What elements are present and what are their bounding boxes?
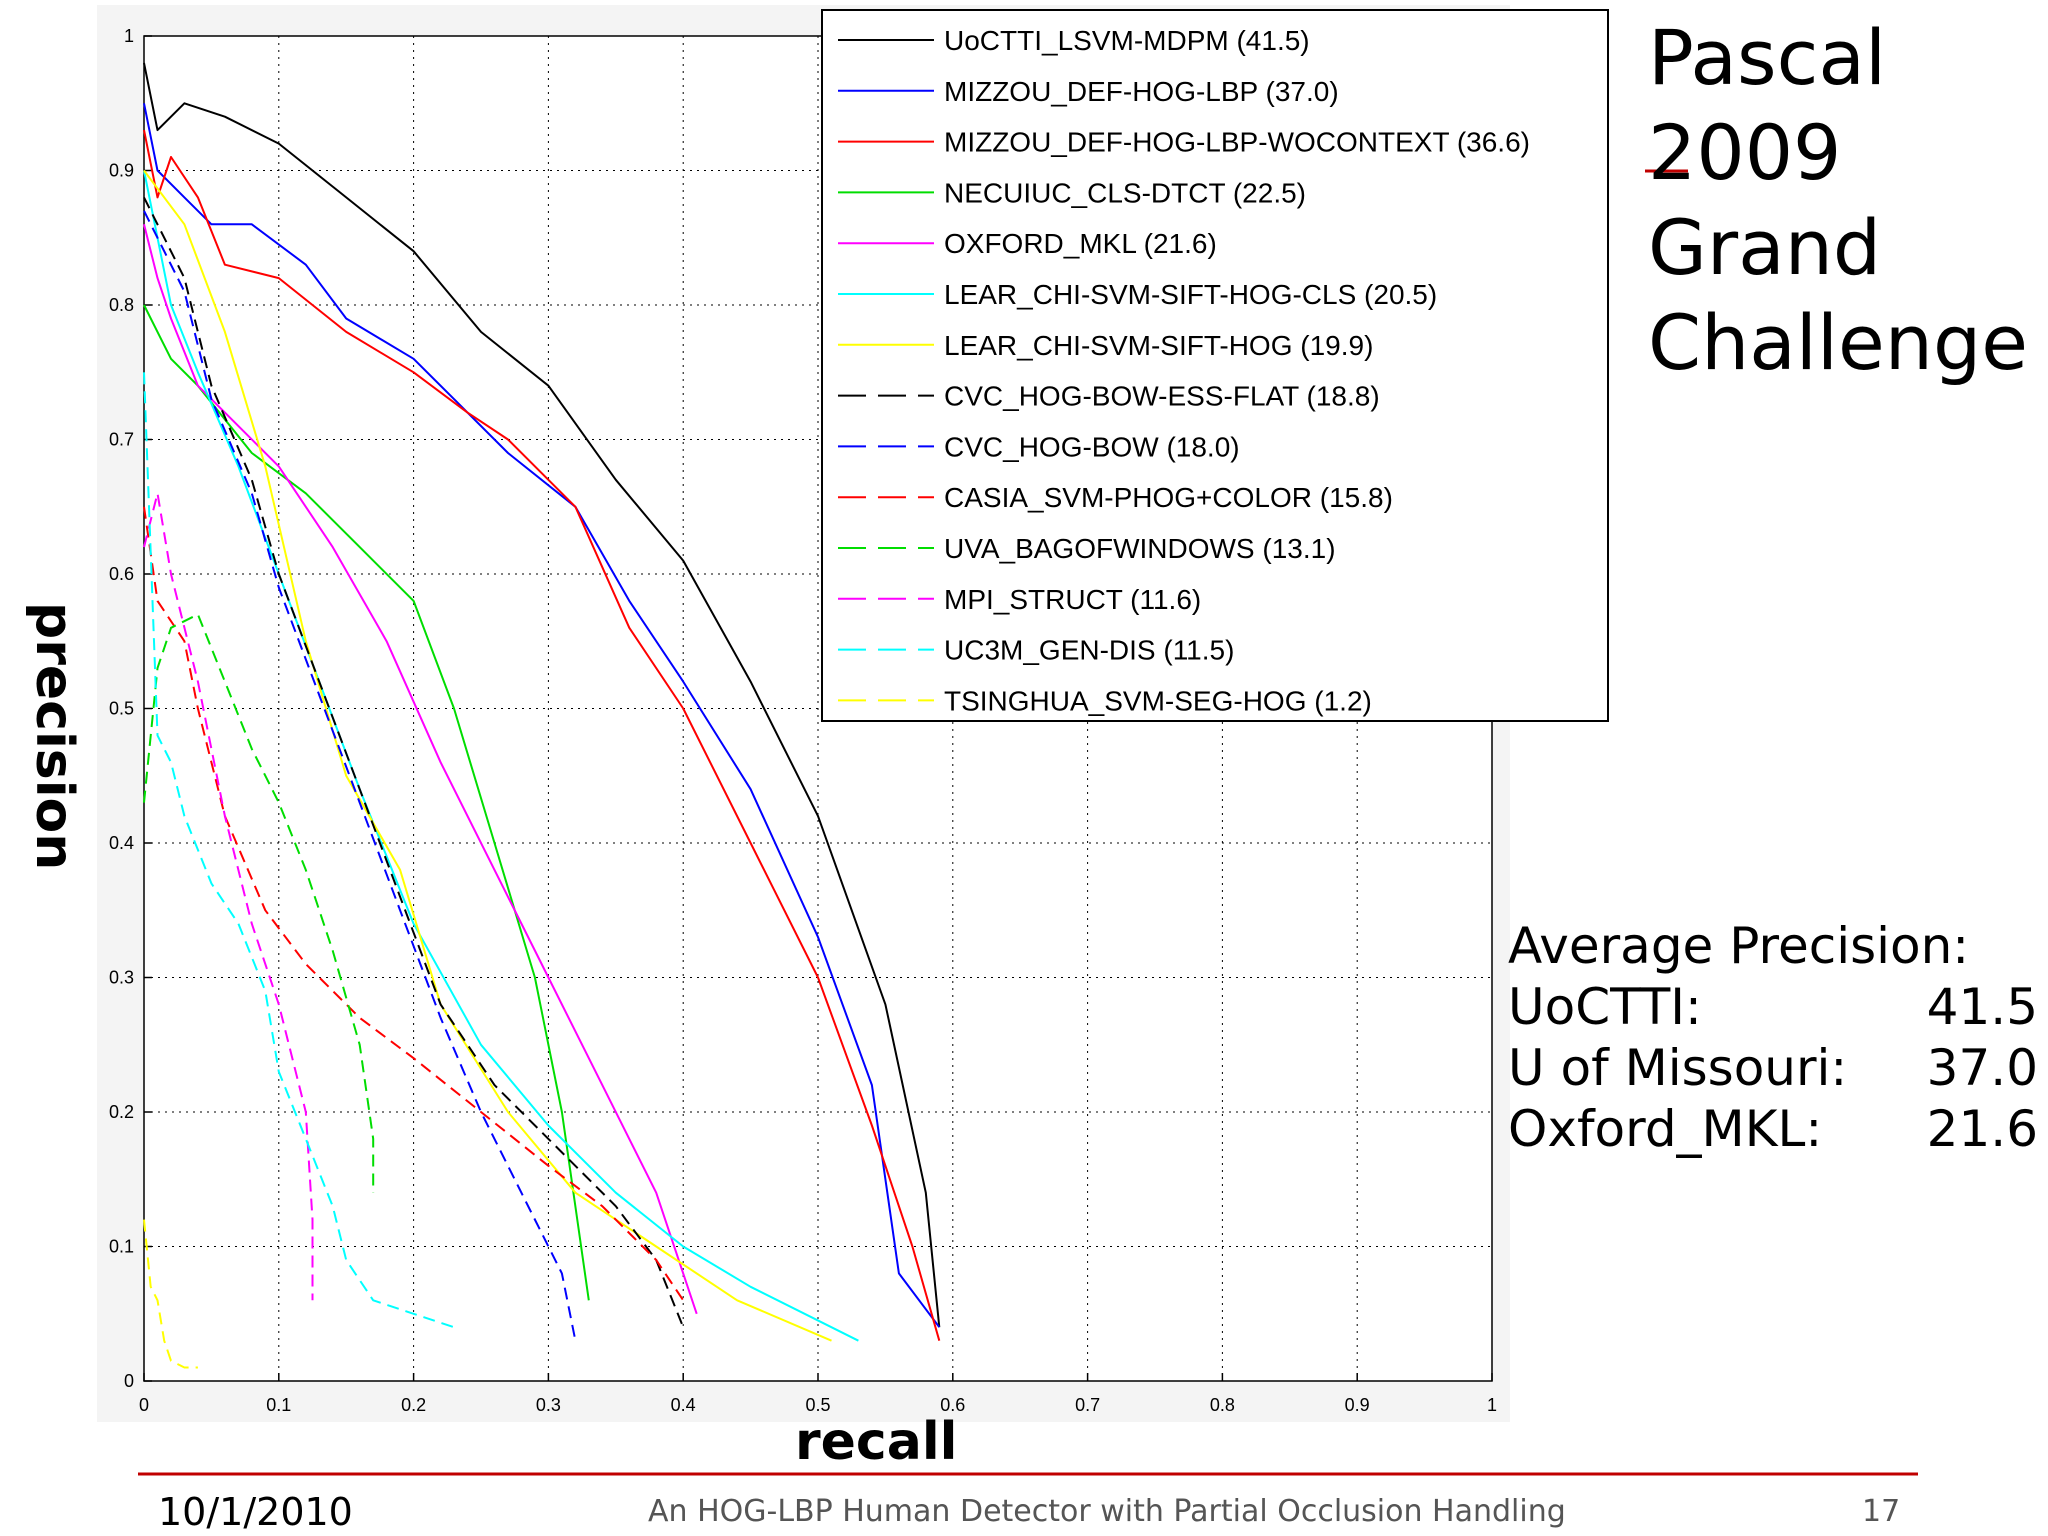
y-tick-label: 0.4 xyxy=(109,833,134,853)
legend-label: UVA_BAGOFWINDOWS (13.1) xyxy=(944,533,1336,564)
ap-row: U of Missouri: 37.0 xyxy=(1508,1038,2038,1099)
series-line xyxy=(143,62,941,1328)
footer-title: An HOG-LBP Human Detector with Partial O… xyxy=(648,1494,1566,1529)
x-tick-label: 0 xyxy=(139,1395,149,1415)
legend-label: CASIA_SVM-PHOG+COLOR (15.8) xyxy=(944,482,1393,513)
footer-date: 10/1/2010 xyxy=(158,1490,353,1534)
legend-label: NECUIUC_CLS-DTCT (22.5) xyxy=(944,177,1306,208)
legend-label: OXFORD_MKL (21.6) xyxy=(944,228,1217,259)
legend-label: LEAR_CHI-SVM-SIFT-HOG-CLS (20.5) xyxy=(944,279,1437,310)
average-precision-summary: Average Precision: UoCTTI: 41.5 U of Miss… xyxy=(1508,916,2038,1160)
legend-box xyxy=(821,9,1609,722)
ap-row: Oxford_MKL: 21.6 xyxy=(1508,1099,2038,1160)
series-line xyxy=(143,613,375,1193)
y-tick-label: 0 xyxy=(124,1371,134,1391)
legend-label: TSINGHUA_SVM-SEG-HOG (1.2) xyxy=(944,685,1372,716)
y-tick-label: 0.3 xyxy=(109,968,134,988)
series-line xyxy=(143,170,859,1342)
legend-label: UC3M_GEN-DIS (11.5) xyxy=(944,635,1234,666)
y-tick-label: 0.2 xyxy=(109,1102,134,1122)
x-tick-label: 0.5 xyxy=(805,1395,830,1415)
y-tick-label: 0.6 xyxy=(109,564,134,584)
x-tick-label: 0.1 xyxy=(266,1395,291,1415)
ap-row: UoCTTI: 41.5 xyxy=(1508,977,2038,1038)
x-tick-label: 0.7 xyxy=(1075,1395,1100,1415)
x-tick-label: 0.3 xyxy=(536,1395,561,1415)
legend: UoCTTI_LSVM-MDPM (41.5) MIZZOU_DEF-HOG-LB… xyxy=(821,9,1609,722)
title-line-2: 2009 xyxy=(1648,108,1842,197)
x-tick-label: 0.9 xyxy=(1345,1395,1370,1415)
series-line xyxy=(143,372,455,1329)
series-line xyxy=(143,129,941,1341)
series-line xyxy=(143,196,685,1328)
x-tick-label: 0.6 xyxy=(940,1395,965,1415)
legend-label: UoCTTI_LSVM-MDPM (41.5) xyxy=(944,25,1310,56)
legend-label: CVC_HOG-BOW-ESS-FLAT (18.8) xyxy=(944,381,1380,412)
series-line xyxy=(143,492,314,1301)
x-axis-label: recall xyxy=(795,1412,958,1472)
axis-ticks: 0 0.1 0.2 0.3 0.4 0.5 0.6 0.7 0.8 0.9 1 0 0.1 0.2 0.3 0… xyxy=(109,26,1497,1415)
ap-row-value: 41.5 xyxy=(1926,978,2038,1036)
ap-row-name: Oxford_MKL: xyxy=(1508,1100,1823,1158)
series-line xyxy=(143,506,685,1301)
ap-row-value: 21.6 xyxy=(1926,1100,2038,1158)
title-line-1: Pascal xyxy=(1648,13,1887,102)
ap-row-value: 37.0 xyxy=(1926,1039,2038,1097)
y-tick-label: 0.8 xyxy=(109,295,134,315)
legend-label: LEAR_CHI-SVM-SIFT-HOG (19.9) xyxy=(944,330,1373,361)
series-line xyxy=(143,210,577,1341)
series-line xyxy=(143,224,698,1315)
legend-label: MIZZOU_DEF-HOG-LBP (37.0) xyxy=(944,76,1339,107)
legend-label: CVC_HOG-BOW (18.0) xyxy=(944,431,1240,462)
legend-label: MIZZOU_DEF-HOG-LBP-WOCONTEXT (36.6) xyxy=(944,127,1530,158)
title-line-4: Challenge xyxy=(1648,298,2028,387)
x-tick-label: 0.4 xyxy=(671,1395,696,1415)
y-tick-label: 0.1 xyxy=(109,1237,134,1257)
y-tick-label: 0.7 xyxy=(109,430,134,450)
x-tick-label: 0.8 xyxy=(1210,1395,1235,1415)
x-tick-label: 1 xyxy=(1487,1395,1497,1415)
ap-row-name: U of Missouri: xyxy=(1508,1039,1848,1097)
legend-label: MPI_STRUCT (11.6) xyxy=(944,584,1201,615)
y-tick-label: 1 xyxy=(124,26,134,46)
ap-row-name: UoCTTI: xyxy=(1508,978,1702,1036)
series-line xyxy=(143,1219,198,1369)
y-tick-label: 0.9 xyxy=(109,161,134,181)
series-lines xyxy=(143,62,941,1369)
series-line xyxy=(143,304,590,1301)
ap-heading-text: Average Precision: xyxy=(1508,917,1970,975)
y-tick-label: 0.5 xyxy=(109,699,134,719)
y-axis-label: precision xyxy=(24,602,84,871)
ap-heading: Average Precision: xyxy=(1508,916,2038,977)
title-line-3: Grand xyxy=(1648,203,1882,292)
page-number: 17 xyxy=(1862,1494,1901,1529)
series-line xyxy=(143,169,832,1342)
x-tick-label: 0.2 xyxy=(401,1395,426,1415)
